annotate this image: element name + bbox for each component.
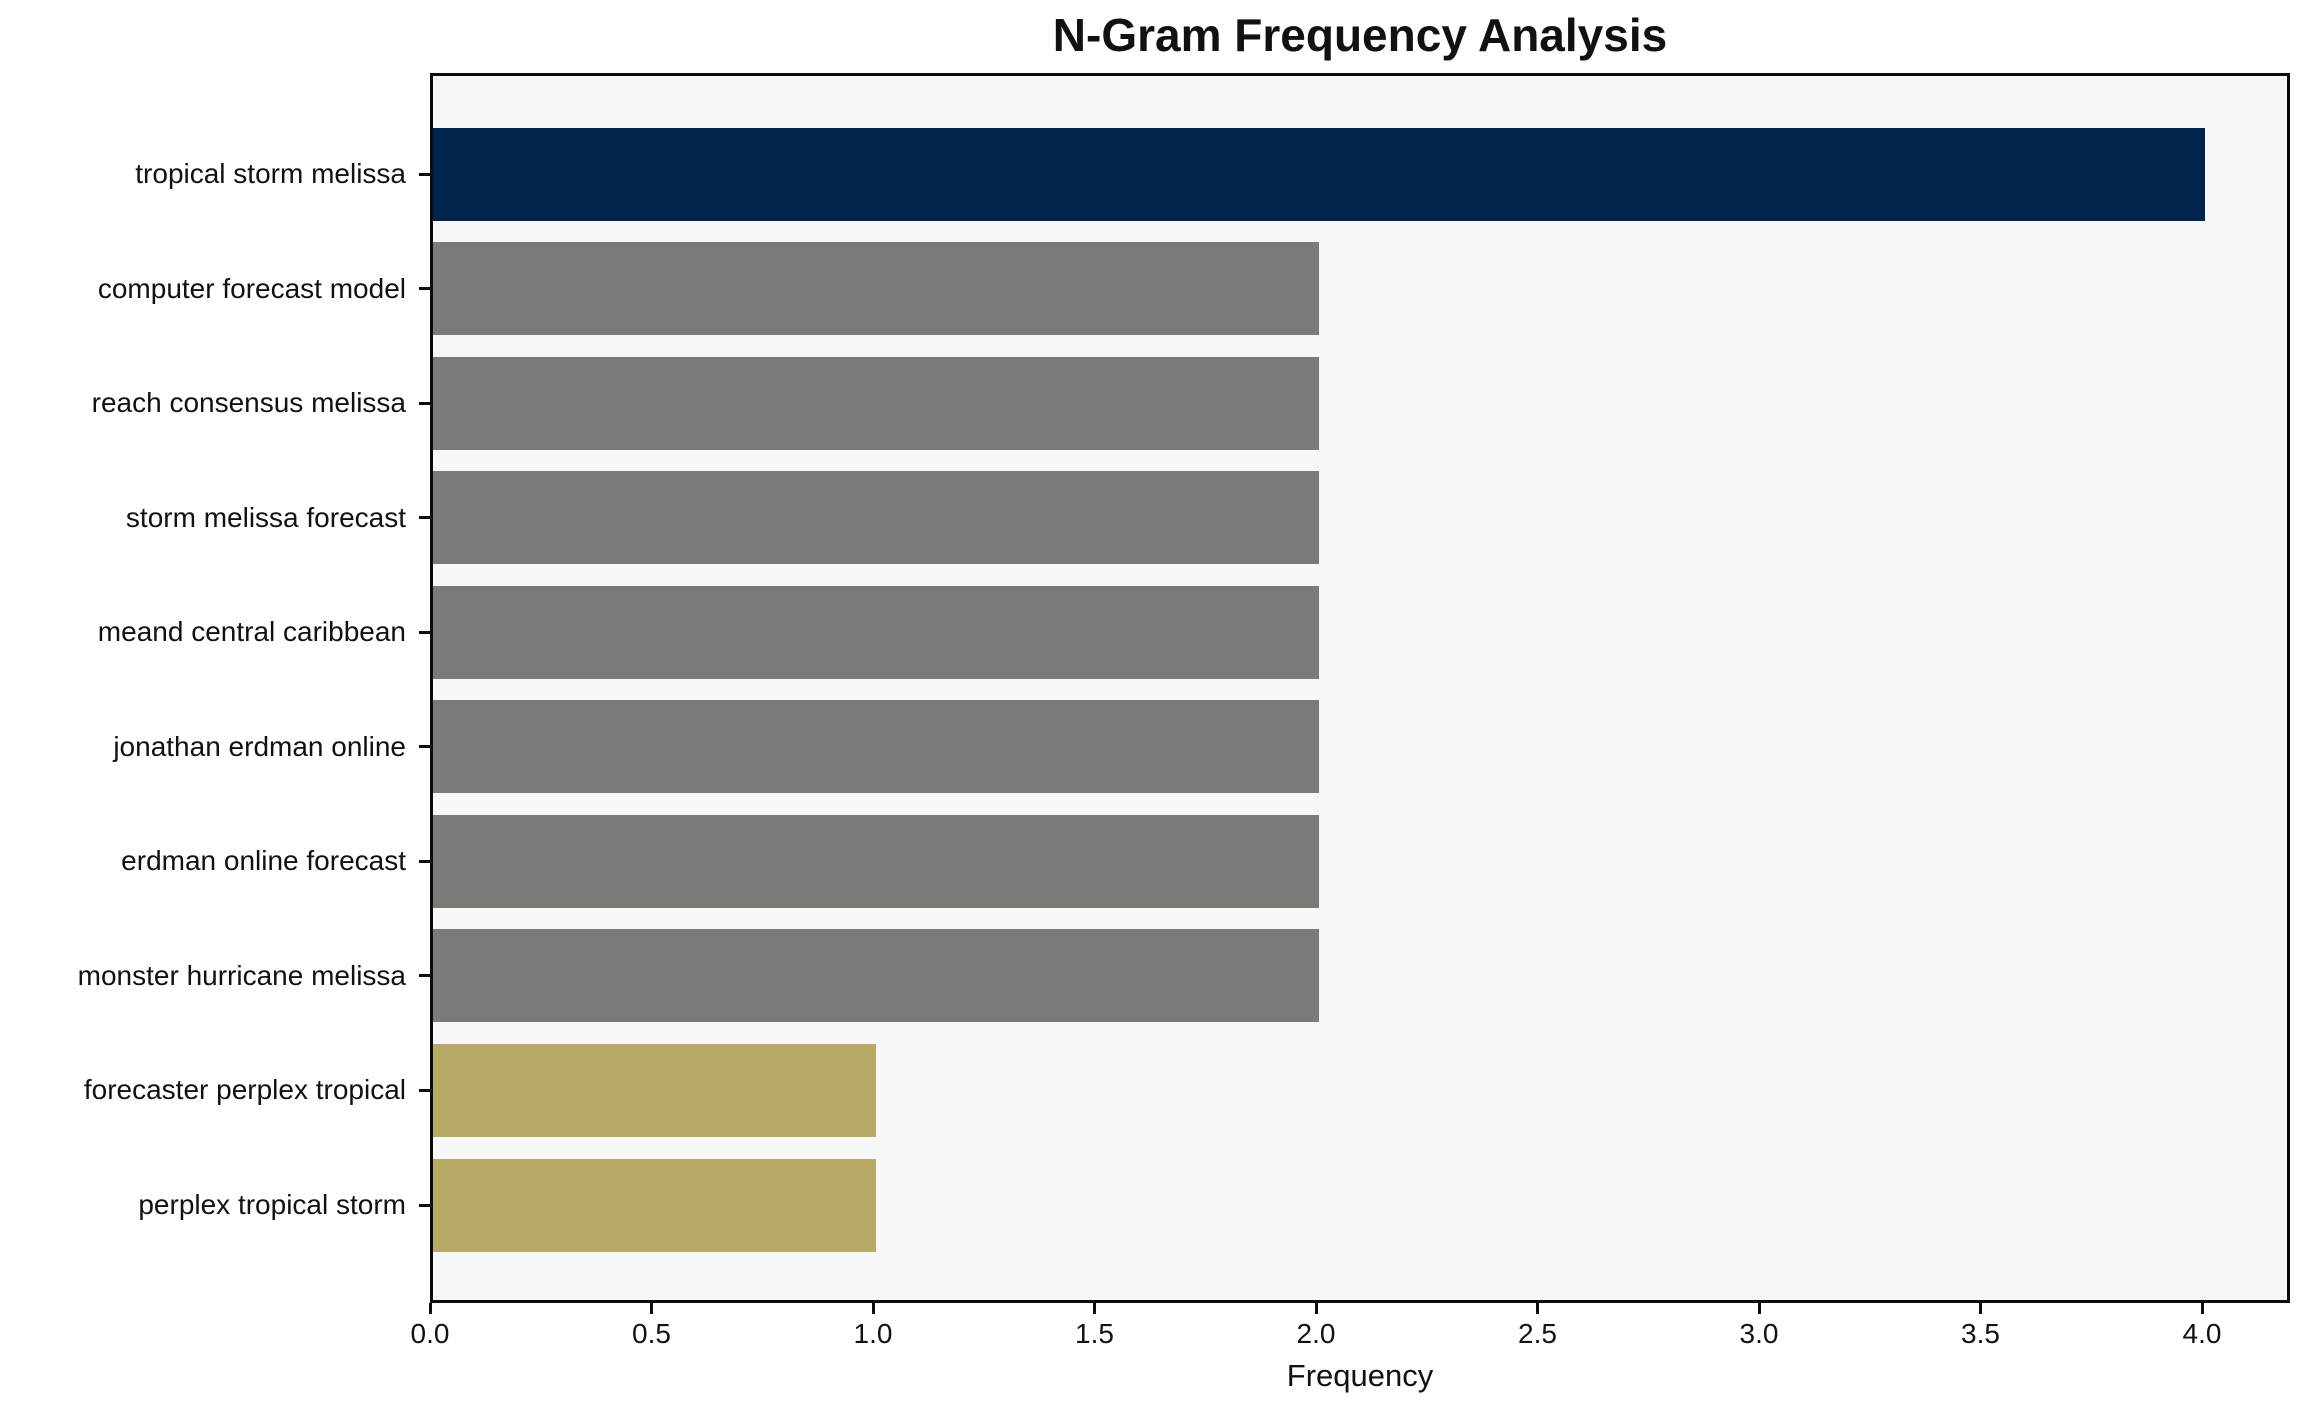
y-tick-label: tropical storm melissa: [135, 158, 406, 189]
y-tick-mark: [419, 1088, 430, 1092]
x-tick-mark: [1979, 1303, 1982, 1314]
x-tick-mark: [1536, 1303, 1539, 1314]
y-tick-label: storm melissa forecast: [125, 501, 406, 533]
x-tick-label: 0.0: [410, 1318, 450, 1349]
y-tick-mark: [419, 1203, 430, 1207]
x-tick-label: 4.0: [2182, 1318, 2222, 1349]
bar: [433, 814, 1319, 908]
chart-title: N-Gram Frequency Analysis: [1052, 9, 1668, 61]
y-tick-mark: [419, 630, 430, 634]
bar: [433, 356, 1319, 450]
x-tick-label: 3.0: [1739, 1318, 1779, 1349]
y-tick-label: computer forecast model: [97, 272, 406, 304]
x-tick-mark: [1314, 1303, 1318, 1314]
x-tick-mark: [1093, 1303, 1096, 1314]
y-tick-label: monster hurricane melissa: [77, 959, 406, 991]
y-tick-label: erdman online forecast: [121, 845, 406, 877]
x-tick-mark: [1757, 1303, 1761, 1314]
y-tick-mark: [419, 287, 430, 291]
x-tick-label: 2.5: [1518, 1318, 1557, 1349]
bar: [433, 1043, 876, 1137]
y-tick-mark: [419, 401, 430, 405]
x-axis-label: Frequency: [1286, 1358, 1434, 1393]
bar: [433, 929, 1319, 1023]
x-tick-label: 2.0: [1296, 1318, 1336, 1349]
bar: [433, 471, 1319, 565]
y-tick-label: reach consensus melissa: [91, 387, 406, 419]
bar: [433, 1158, 876, 1252]
bar: [433, 127, 2205, 221]
x-tick-mark: [428, 1303, 432, 1314]
bar: [433, 700, 1319, 794]
y-tick-mark: [419, 172, 430, 176]
y-tick-label: meand central caribbean: [97, 616, 406, 648]
x-tick-mark: [650, 1303, 653, 1314]
y-tick-mark: [419, 859, 430, 863]
y-tick-mark: [419, 974, 430, 978]
bar: [433, 242, 1319, 336]
plot-area: [430, 73, 2290, 1303]
x-tick-label: 3.5: [1961, 1318, 2000, 1349]
x-tick-mark: [871, 1303, 875, 1314]
x-tick-mark: [2200, 1303, 2204, 1314]
y-tick-label: forecaster perplex tropical: [83, 1074, 406, 1106]
y-tick-mark: [419, 516, 430, 520]
y-tick-label: jonathan erdman online: [113, 730, 406, 762]
y-tick-label: perplex tropical storm: [138, 1189, 406, 1221]
x-tick-label: 0.5: [632, 1318, 671, 1349]
y-tick-mark: [419, 745, 430, 749]
x-tick-label: 1.5: [1075, 1318, 1114, 1349]
x-tick-label: 1.0: [853, 1318, 893, 1349]
bar: [433, 585, 1319, 679]
